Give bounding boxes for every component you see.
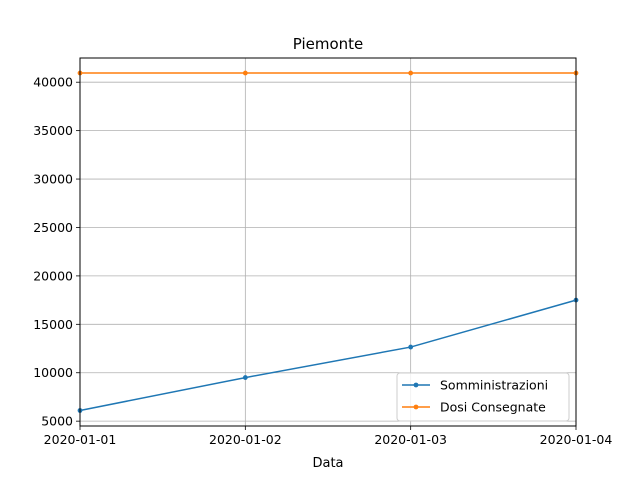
y-tick-label: 40000 — [33, 75, 73, 90]
y-tick-label: 25000 — [33, 220, 73, 235]
legend-label: Somministrazioni — [440, 378, 548, 393]
data-point — [408, 70, 414, 76]
grid-lines — [79, 58, 577, 426]
y-tick-label: 30000 — [33, 172, 73, 187]
y-tick-label: 5000 — [41, 414, 73, 429]
legend-label: Dosi Consegnate — [440, 400, 546, 415]
plot-frame — [79, 57, 577, 427]
data-point — [242, 375, 248, 380]
legend-box — [396, 372, 570, 422]
x-axis: 2020-01-01 2020-01-02 2020-01-03 2020-01-04 — [44, 426, 613, 447]
y-axis: 5000 10000 15000 20000 25000 30000 35000 40000 — [33, 75, 80, 429]
data-point — [242, 70, 248, 76]
y-tick-label: 35000 — [33, 123, 73, 138]
legend-marker — [413, 404, 419, 410]
x-tick-label: 2020-01-03 — [374, 432, 447, 447]
y-tick-label: 15000 — [33, 317, 73, 332]
x-tick-label: 2020-01-01 — [44, 432, 117, 447]
chart-title: Piemonte — [293, 35, 364, 53]
data-point — [408, 344, 414, 350]
legend-marker — [413, 382, 419, 388]
series-line — [79, 299, 577, 412]
x-axis-title: Data — [312, 456, 343, 471]
y-tick-label: 20000 — [33, 268, 73, 283]
legend: Somministrazioni Dosi Consegnate — [396, 372, 570, 422]
y-tick-label: 10000 — [33, 365, 73, 380]
x-tick-label: 2020-01-04 — [540, 432, 613, 447]
x-tick-label: 2020-01-02 — [209, 432, 282, 447]
